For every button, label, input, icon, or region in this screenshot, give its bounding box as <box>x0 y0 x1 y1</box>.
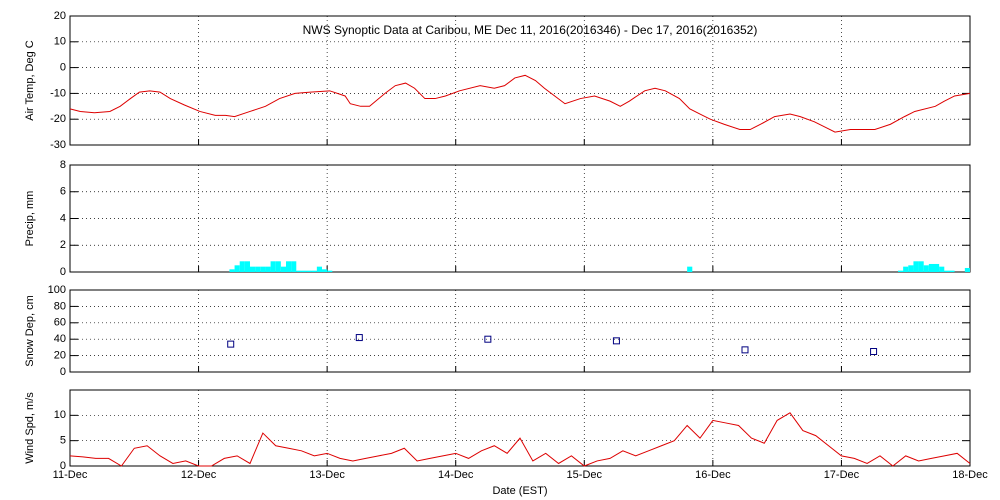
plot-frame <box>69 389 971 467</box>
y-tick-label: -30 <box>50 139 66 151</box>
y-tick-label: 40 <box>54 333 66 345</box>
bar <box>934 263 940 272</box>
y-tick-label: 20 <box>54 10 66 22</box>
y-tick-label: -10 <box>50 87 66 99</box>
y-axis-label: Air Temp, Deg C <box>24 40 36 121</box>
point <box>484 335 492 343</box>
bar <box>275 261 281 272</box>
bar <box>239 261 245 272</box>
y-axis-label: Snow Dep, cm <box>24 295 36 367</box>
x-tick-label: 11-Dec <box>53 469 88 481</box>
bar <box>939 266 945 272</box>
y-tick-label: 60 <box>54 317 66 329</box>
y-tick-label: 6 <box>60 186 66 198</box>
y-tick-label: 8 <box>60 159 66 171</box>
y-tick-label: 0 <box>60 366 66 378</box>
bar <box>687 266 693 272</box>
y-tick-label: 0 <box>60 460 66 472</box>
bar <box>286 261 292 272</box>
y-tick-label: 5 <box>60 435 66 447</box>
bar <box>322 269 328 272</box>
y-tick-label: 20 <box>54 350 66 362</box>
x-tick-label: 17-Dec <box>824 469 860 481</box>
bar <box>913 261 919 272</box>
y-tick-label: -20 <box>50 113 66 125</box>
y-tick-label: 10 <box>54 36 66 48</box>
bar <box>923 265 929 272</box>
y-tick-label: 2 <box>60 239 66 251</box>
data-line <box>69 412 971 467</box>
point <box>612 337 620 345</box>
y-tick-label: 0 <box>60 266 66 278</box>
bar <box>280 266 286 272</box>
y-axis-label: Precip, mm <box>24 191 36 247</box>
bar <box>234 265 240 272</box>
bar <box>316 266 322 272</box>
x-tick-label: 12-Dec <box>181 469 217 481</box>
y-tick-label: 100 <box>48 284 66 296</box>
bar <box>908 265 914 272</box>
data-line <box>69 74 971 133</box>
point <box>355 334 363 342</box>
bar <box>291 261 297 272</box>
bar <box>327 270 333 272</box>
point <box>227 340 235 348</box>
point <box>741 346 749 354</box>
bar <box>260 266 266 272</box>
x-axis-label: Date (EST) <box>492 485 547 497</box>
bar <box>964 267 970 272</box>
x-tick-label: 15-Dec <box>567 469 603 481</box>
plot-frame <box>69 289 971 373</box>
x-tick-label: 13-Dec <box>309 469 345 481</box>
bar <box>244 261 250 272</box>
x-tick-label: 14-Dec <box>438 469 474 481</box>
y-tick-label: 80 <box>54 300 66 312</box>
chart-title: NWS Synoptic Data at Caribou, ME Dec 11,… <box>303 23 758 37</box>
x-tick-label: 18-Dec <box>952 469 988 481</box>
bar <box>229 269 235 272</box>
bar <box>903 266 909 272</box>
bar <box>301 270 307 272</box>
bar <box>255 266 261 272</box>
bar <box>918 261 924 272</box>
bar <box>265 266 271 272</box>
bar <box>898 270 904 272</box>
x-tick-label: 16-Dec <box>695 469 731 481</box>
y-axis-label: Wind Spd, m/s <box>24 392 36 464</box>
y-tick-label: 4 <box>60 212 66 224</box>
bar <box>944 270 950 272</box>
bar <box>306 270 312 272</box>
y-tick-label: 0 <box>60 62 66 74</box>
bar <box>296 270 302 272</box>
bar <box>311 270 317 272</box>
point <box>870 348 878 355</box>
bar <box>250 266 256 272</box>
bar <box>270 261 276 272</box>
bar <box>949 270 955 272</box>
y-tick-label: 10 <box>54 409 66 421</box>
bar <box>928 263 934 272</box>
